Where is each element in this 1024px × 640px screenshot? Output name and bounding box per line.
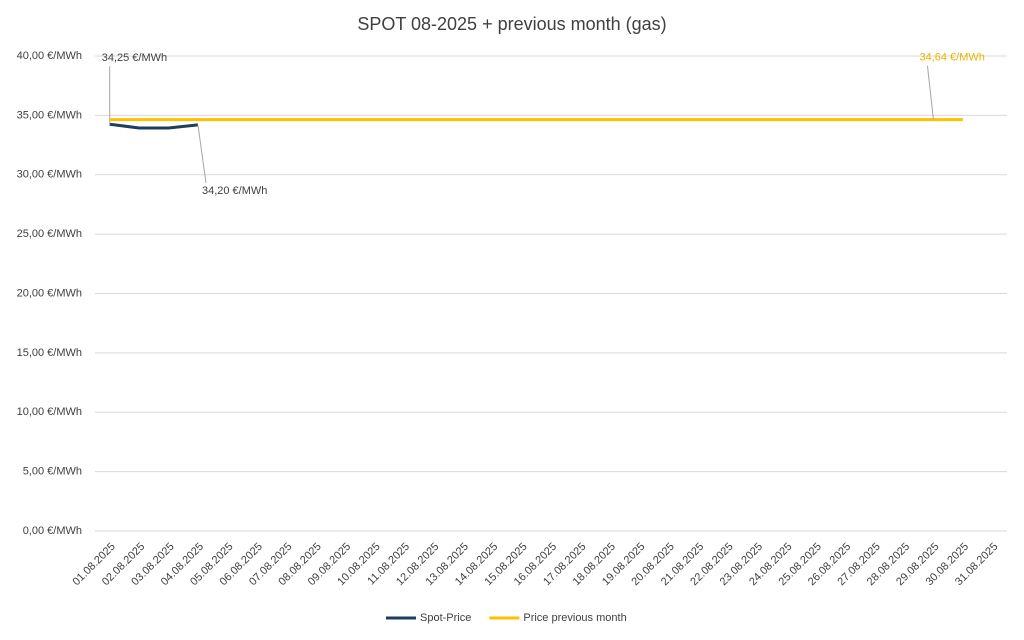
leader-line [926, 65, 934, 120]
data-label: 34,25 €/MWh [102, 52, 167, 64]
series-line [109, 122, 199, 130]
y-tick-label: 15,00 €/MWh [17, 347, 82, 359]
leader-line [197, 124, 207, 183]
y-tick-label: 5,00 €/MWh [23, 466, 82, 478]
y-tick-label: 0,00 €/MWh [23, 525, 82, 537]
y-tick-label: 10,00 €/MWh [17, 406, 82, 418]
y-tick-label: 30,00 €/MWh [17, 169, 82, 181]
y-tick-label: 20,00 €/MWh [17, 287, 82, 299]
chart-title: SPOT 08-2025 + previous month (gas) [357, 14, 666, 34]
data-label: 34,64 €/MWh [919, 52, 984, 64]
legend-label: Price previous month [523, 612, 626, 624]
legend-label: Spot-Price [420, 612, 471, 624]
legend: Spot-Price Price previous month [386, 612, 627, 624]
y-tick-label: 35,00 €/MWh [17, 109, 82, 121]
data-label: 34,20 €/MWh [202, 185, 267, 197]
y-tick-label: 25,00 €/MWh [17, 228, 82, 240]
y-tick-label: 40,00 €/MWh [17, 50, 82, 62]
